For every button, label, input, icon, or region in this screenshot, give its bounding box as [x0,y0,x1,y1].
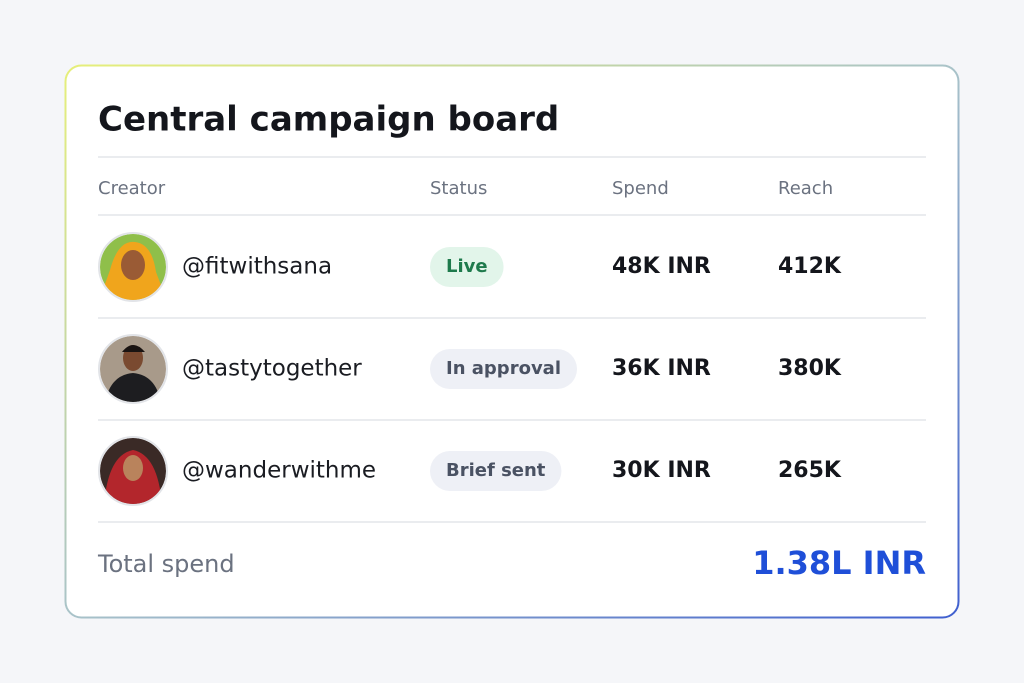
spend: 30K INR [612,458,711,483]
spend: 48K INR [612,254,711,279]
status-text: Brief sent [446,460,546,481]
avatar [100,234,166,300]
status-pill: In approval [430,349,577,389]
reach: 265K [778,458,842,483]
avatar-ring [98,232,168,302]
pill-background [430,349,577,389]
total-label: Total spend [97,550,235,578]
spend: 36K INR [612,356,711,381]
creator-handle: @fitwithsana [182,254,332,280]
reach: 380K [778,356,842,381]
column-header: Status [430,178,487,199]
status-pill: Brief sent [430,451,562,491]
avatar [100,336,166,402]
avatar [100,438,166,504]
column-header: Creator [98,178,166,199]
avatar-ring [98,436,168,506]
creator-handle: @tastytogether [182,356,362,382]
card [64,64,960,619]
creator-handle: @wanderwithme [182,458,376,484]
pill-background [430,247,504,287]
total-value: 1.38L INR [752,544,926,582]
status-pill: Live [430,247,504,287]
column-header: Spend [612,178,669,199]
avatar-ring [98,334,168,404]
pill-background [430,451,562,491]
column-header: Reach [778,178,833,199]
board-title: Central campaign board [98,100,559,140]
status-text: In approval [446,358,561,379]
status-text: Live [446,256,488,277]
reach: 412K [778,254,842,279]
